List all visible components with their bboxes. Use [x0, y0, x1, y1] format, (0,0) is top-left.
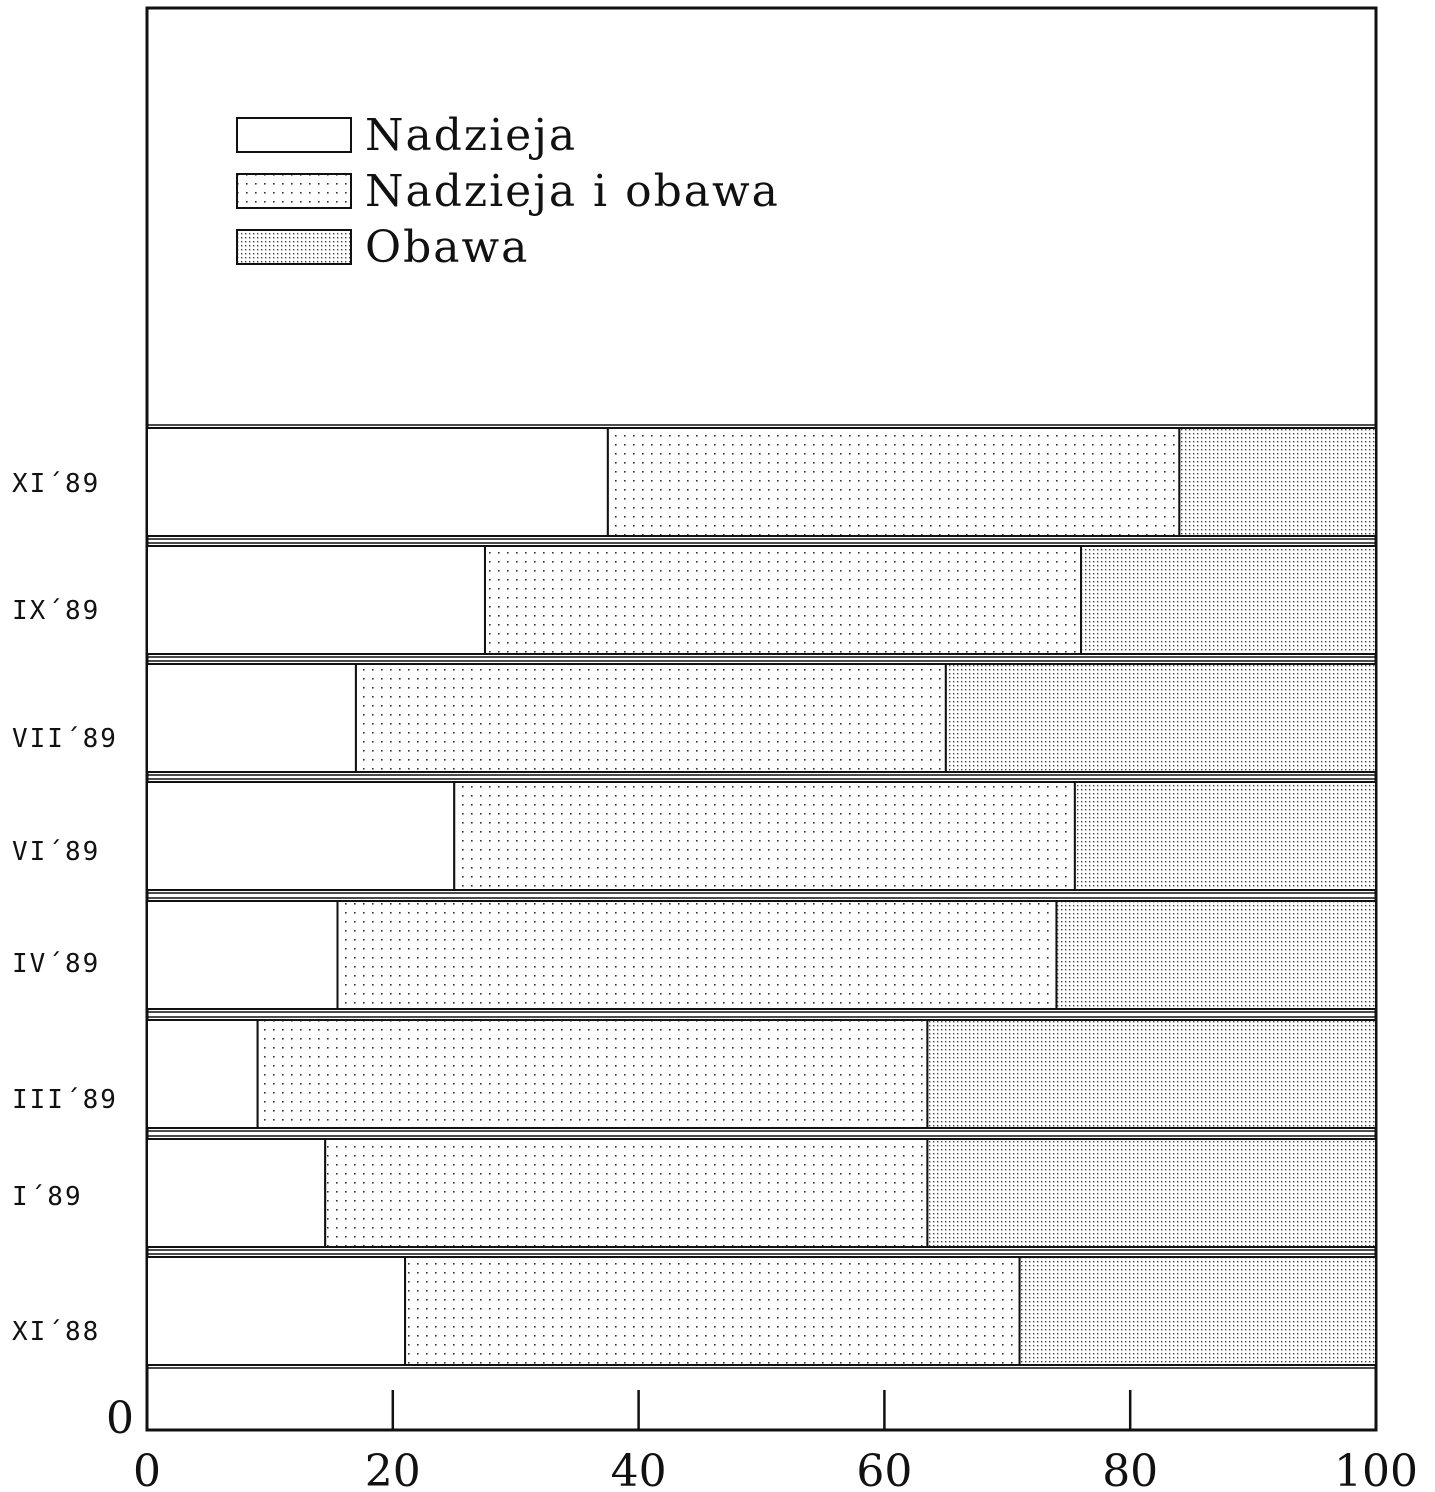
- bar-nadzieja-iii-89: [146, 1019, 259, 1129]
- bar-nadzieja-i-obawa-xi-88: [404, 1256, 1021, 1366]
- bar-nadzieja-i-obawa-ix-89: [483, 545, 1083, 655]
- x-axis: 0 20 40 60 80 100 0: [106, 1390, 1418, 1492]
- bar-obawa-xi-88: [1018, 1256, 1378, 1366]
- y-zero-label: 0: [106, 1393, 134, 1444]
- x-tick-label: 80: [1102, 1446, 1158, 1492]
- bar-nadzieja-i-obawa-i-89: [324, 1138, 929, 1248]
- x-tick-label: 20: [365, 1446, 421, 1492]
- category-label-i-89: I´89: [12, 1182, 83, 1212]
- category-label-xi-89: XI´89: [12, 469, 100, 499]
- bar-nadzieja-i-obawa-xi-89: [606, 427, 1181, 537]
- y-axis-category-labels: XI´88 I´89 III´89 IV´89 VI´89 VII´89 IX´89 XI´8…: [12, 469, 118, 1347]
- bar-nadzieja-iv-89: [146, 900, 339, 1010]
- bar-nadzieja-i-obawa-iii-89: [256, 1019, 929, 1129]
- bar-nadzieja-vii-89: [146, 663, 357, 773]
- category-label-vii-89: VII´89: [12, 724, 118, 754]
- x-tick-label: 60: [856, 1446, 912, 1492]
- legend-swatch-nadzieja: [236, 117, 352, 153]
- category-label-iv-89: IV´89: [12, 949, 100, 979]
- bar-obawa-iv-89: [1055, 900, 1377, 1010]
- bar-obawa-ix-89: [1080, 545, 1378, 655]
- bar-nadzieja-i-89: [146, 1138, 327, 1248]
- bar-nadzieja-i-obawa-iv-89: [336, 900, 1058, 1010]
- bar-obawa-iii-89: [926, 1019, 1377, 1129]
- category-label-vi-89: VI´89: [12, 837, 100, 867]
- bar-obawa-xi-89: [1178, 427, 1377, 537]
- bar-obawa-i-89: [926, 1138, 1377, 1248]
- bar-nadzieja-i-obawa-vi-89: [453, 781, 1076, 891]
- bar-nadzieja-ix-89: [146, 545, 486, 655]
- bar-obawa-vi-89: [1073, 781, 1378, 891]
- bar-nadzieja-xi-88: [146, 1256, 407, 1366]
- x-tick-label: 0: [133, 1446, 161, 1492]
- legend-label-obawa: Obawa: [365, 222, 529, 273]
- x-tick-label: 40: [611, 1446, 667, 1492]
- category-label-ix-89: IX´89: [12, 596, 100, 626]
- bar-nadzieja-i-obawa-vii-89: [354, 663, 947, 773]
- category-label-iii-89: III´89: [12, 1085, 118, 1115]
- bar-obawa-vii-89: [944, 663, 1377, 773]
- x-tick-label: 100: [1334, 1446, 1418, 1492]
- bar-nadzieja-vi-89: [146, 781, 456, 891]
- bars-group: [146, 424, 1378, 1369]
- bar-nadzieja-xi-89: [146, 427, 609, 537]
- legend-swatch-obawa: [236, 229, 352, 265]
- legend-swatch-nadzieja-i-obawa: [236, 173, 352, 209]
- legend-label-nadzieja: Nadzieja: [365, 110, 577, 161]
- legend-label-nadzieja-i-obawa: Nadzieja i obawa: [365, 166, 780, 217]
- category-label-xi-88: XI´88: [12, 1317, 100, 1347]
